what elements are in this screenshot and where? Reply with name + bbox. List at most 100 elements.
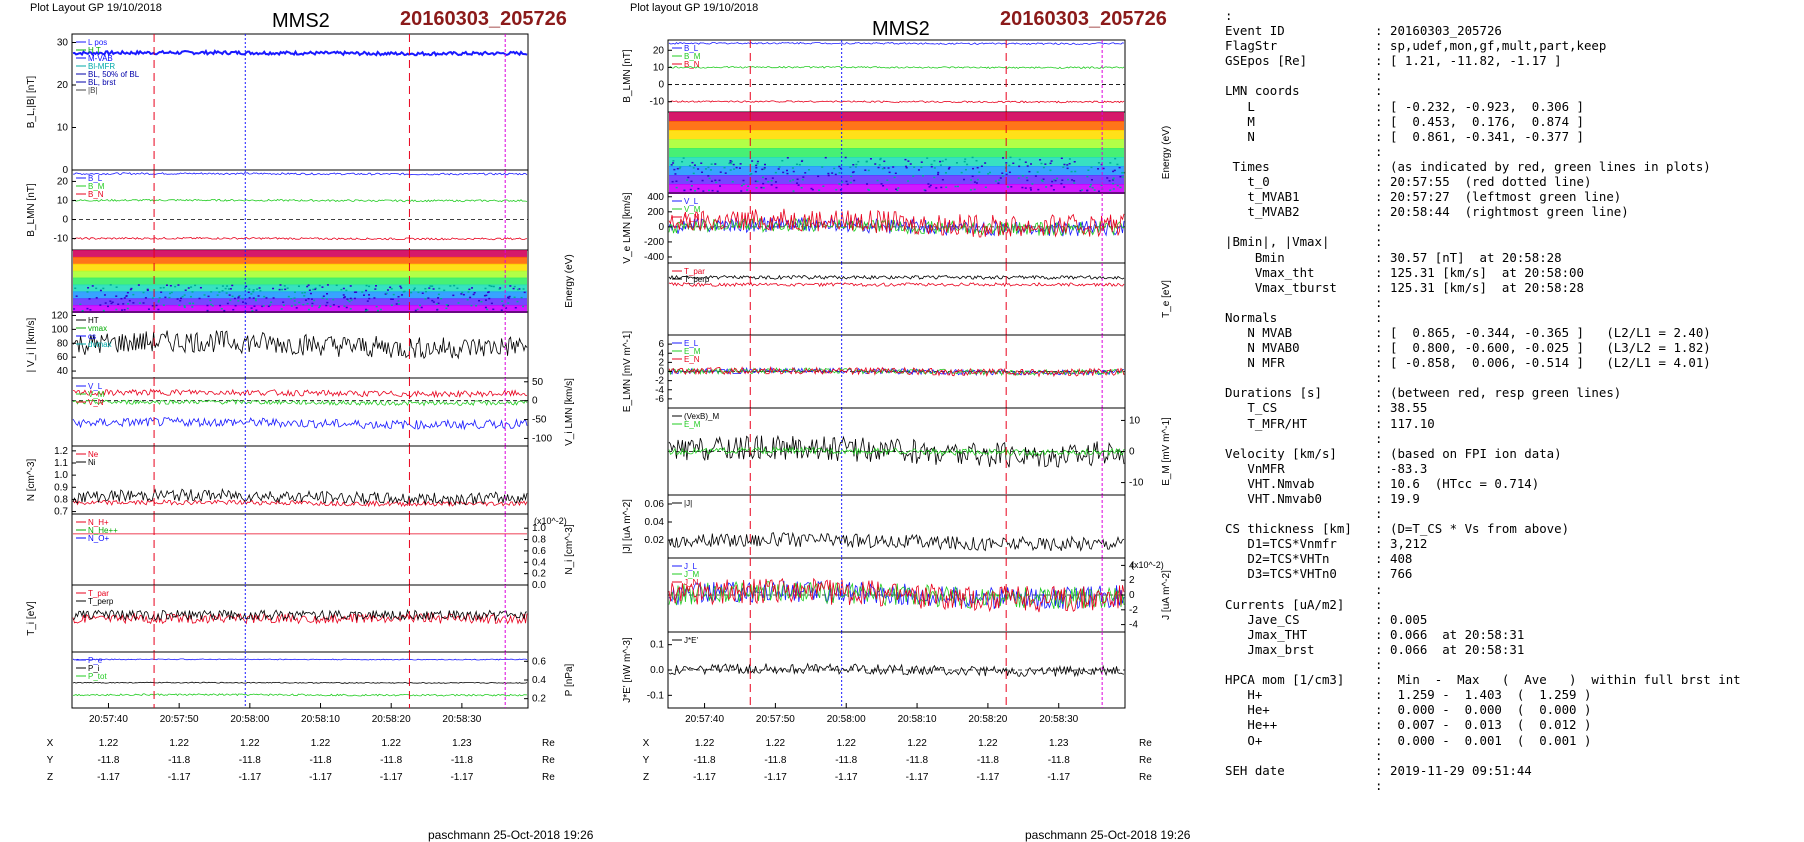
info-label: SEH date — [1225, 762, 1285, 778]
spectrogram-speckle — [857, 160, 860, 163]
spectrogram-speckle — [1119, 175, 1122, 178]
y-tick-label: 50 — [532, 377, 544, 388]
spectrogram-speckle — [972, 167, 975, 170]
info-value: 19.9 — [1390, 491, 1420, 506]
info-label — [1225, 778, 1375, 793]
time-tick-label: 20:58:00 — [230, 714, 269, 725]
info-separator: : — [1375, 747, 1383, 763]
spectrogram-speckle — [251, 310, 254, 312]
spectrogram-speckle — [883, 160, 886, 163]
info-value: [ -0.858, 0.006, -0.514 ] (L2/L1 = 4.01) — [1390, 355, 1711, 371]
info-separator: : — [1375, 777, 1383, 793]
legend-entry: J_M — [684, 570, 699, 579]
spectrogram-speckle — [1005, 162, 1008, 164]
spectrogram-speckle — [157, 299, 160, 302]
spectrogram-speckle — [697, 187, 700, 190]
spectrogram-speckle — [254, 299, 257, 302]
spectrogram-speckle — [921, 175, 924, 177]
spectrogram-speckle — [79, 303, 82, 306]
y-axis-label: Energy (eV) — [1161, 126, 1172, 179]
spectrogram-speckle — [679, 166, 682, 168]
spectrogram-speckle — [1010, 186, 1013, 188]
spectrogram-speckle — [907, 180, 910, 182]
time-tick-label: 20:58:30 — [442, 714, 481, 725]
info-line: Normals: — [1225, 310, 1800, 325]
spectrogram-speckle — [1097, 190, 1100, 192]
spectrogram-speckle — [355, 291, 358, 293]
spectrogram-speckle — [400, 294, 403, 296]
info-line: N MFR: [ -0.858, 0.006, -0.514 ] (L2/L1 =… — [1225, 355, 1800, 370]
orbit-value: 1.22 — [695, 738, 715, 749]
info-label: N — [1225, 128, 1255, 144]
spectrogram-speckle — [435, 303, 438, 305]
info-line: HPCA mom [1/cm3]: Min - Max ( Ave ) with… — [1225, 672, 1800, 687]
spectrogram-speckle — [1066, 167, 1069, 170]
orbit-row-label: Y — [47, 755, 54, 766]
spectrogram-speckle — [319, 305, 322, 307]
spectrogram-speckle — [86, 291, 89, 293]
legend-entry: L pos — [88, 38, 107, 47]
spectrogram-speckle — [130, 287, 133, 290]
spectrogram-speckle — [310, 298, 313, 300]
spectrogram-speckle — [1052, 189, 1055, 191]
spectrogram-speckle — [980, 165, 983, 167]
spectrogram-speckle — [503, 305, 506, 307]
info-line: N MVAB0: [ 0.800, -0.600, -0.025 ] (L3/L2… — [1225, 340, 1800, 355]
spectrogram-speckle — [462, 293, 465, 296]
spectrogram-band — [73, 256, 527, 265]
spectrogram-speckle — [1051, 180, 1054, 183]
spectrogram-speckle — [864, 169, 867, 171]
spectrogram-speckle — [332, 298, 335, 301]
y-tick-label: -4 — [655, 385, 664, 396]
info-separator: : — [1375, 158, 1383, 174]
info-separator: : — [1375, 370, 1383, 386]
spectrogram-speckle — [389, 286, 392, 289]
info-label — [1225, 431, 1375, 446]
spectrogram-speckle — [822, 185, 825, 187]
spectrogram-speckle — [724, 172, 727, 174]
y-tick-label: 4 — [1129, 560, 1135, 571]
spectrogram-speckle — [375, 305, 378, 308]
spectrogram-speckle — [306, 285, 309, 288]
spectrogram-speckle — [709, 169, 712, 171]
orbit-value: 1.22 — [836, 738, 856, 749]
spectrogram-speckle — [1093, 189, 1096, 191]
info-line: Vmax_tburst:125.31 [km/s] at 20:58:28 — [1225, 280, 1800, 295]
spectrogram-speckle — [831, 172, 834, 174]
spectrogram-speckle — [1100, 184, 1103, 187]
spectrogram-speckle — [754, 180, 757, 183]
spectrogram-speckle — [447, 304, 450, 307]
info-value: 0.000 - 0.001 ( 0.001 ) — [1390, 732, 1592, 748]
spectrogram-speckle — [789, 180, 792, 182]
spectrogram-speckle — [349, 297, 352, 300]
spectrogram-speckle — [187, 287, 190, 289]
info-label: Jave_CS — [1225, 611, 1300, 627]
spectrogram-speckle — [410, 291, 413, 294]
info-separator: : — [1375, 596, 1383, 612]
spectrogram-speckle — [144, 297, 147, 299]
spectrogram-speckle — [771, 177, 774, 179]
info-label: Event ID — [1225, 23, 1285, 39]
spectrogram-speckle — [255, 309, 258, 312]
spectrogram-speckle — [792, 190, 795, 192]
spectrogram-speckle — [1086, 189, 1089, 192]
spectrogram-speckle — [162, 286, 165, 289]
spectrogram-speckle — [103, 294, 106, 296]
series-M4-T_par — [668, 282, 1125, 288]
spectrogram-speckle — [480, 301, 483, 303]
spectrogram-speckle — [928, 186, 931, 188]
spectrogram-speckle — [929, 184, 932, 187]
spectrogram-speckle — [1007, 186, 1010, 188]
spectrogram-speckle — [742, 183, 745, 186]
info-value: 125.31 [km/s] at 20:58:28 — [1390, 279, 1584, 295]
series-L1-|B| — [72, 49, 528, 57]
spectrogram-speckle — [99, 289, 102, 292]
spectrogram-speckle — [243, 287, 246, 290]
spectrogram-speckle — [1018, 165, 1021, 168]
y-axis-label: Energy (eV) — [564, 254, 575, 307]
y-tick-label: -200 — [644, 237, 664, 248]
spectrogram-speckle — [939, 164, 942, 166]
spectrogram-speckle — [704, 168, 707, 170]
spectrogram-speckle — [999, 177, 1002, 179]
spectrogram-speckle — [756, 160, 759, 163]
